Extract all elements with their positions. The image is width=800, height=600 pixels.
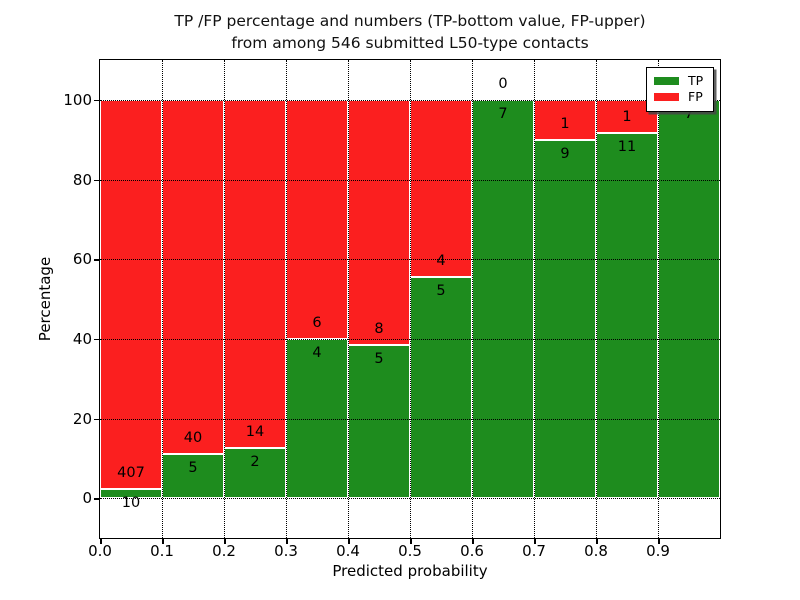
bar-segment-tp — [596, 132, 658, 499]
x-axis-label: Predicted probability — [332, 562, 488, 580]
bar-count-label-fp: 0 — [498, 75, 508, 92]
x-tick-mark — [100, 539, 102, 544]
bar-segment-tp — [100, 488, 162, 499]
chart-title: TP /FP percentage and numbers (TP-bottom… — [100, 10, 720, 54]
legend-label-fp: FP — [688, 89, 703, 104]
bar-count-label-tp: 5 — [188, 459, 198, 476]
bar-segment-tp — [224, 448, 286, 499]
bar-count-label-fp: 40 — [183, 429, 203, 446]
bar-count-label-fp: 14 — [245, 424, 265, 441]
x-tick-mark — [534, 539, 536, 544]
bar-count-label-tp: 5 — [436, 282, 446, 299]
y-tick-mark — [94, 259, 99, 261]
x-tick-mark — [472, 539, 474, 544]
x-tick-label: 0.1 — [150, 542, 174, 560]
bar-segment-fp — [286, 99, 348, 339]
bar-count-label-fp: 8 — [374, 320, 384, 337]
bar-count-label-tp: 4 — [312, 344, 322, 361]
x-tick-label: 0.4 — [336, 542, 360, 560]
y-tick-mark — [94, 179, 99, 181]
bar-segment-tp — [286, 338, 348, 499]
y-tick-label: 100 — [63, 90, 92, 109]
bars-layer — [100, 60, 720, 538]
bar-count-label-tp: 11 — [617, 138, 637, 155]
chart-title-line2: from among 546 submitted L50-type contac… — [231, 34, 589, 52]
x-tick-label: 0.9 — [646, 542, 670, 560]
bar-segment-fp — [162, 99, 224, 454]
x-tick-label: 0.0 — [88, 542, 112, 560]
x-tick-label: 0.2 — [212, 542, 236, 560]
bar-count-label-tp: 2 — [250, 454, 260, 471]
y-axis-label: Percentage — [36, 256, 54, 342]
x-tick-label: 0.8 — [584, 542, 608, 560]
bar-segment-fp — [100, 99, 162, 489]
x-tick-mark — [224, 539, 226, 544]
chart-title-line1: TP /FP percentage and numbers (TP-bottom… — [174, 12, 646, 30]
bar-count-label-fp: 6 — [312, 314, 322, 331]
y-tick-mark — [94, 338, 99, 341]
y-tick-mark — [94, 418, 99, 420]
x-tick-mark — [286, 539, 288, 544]
plot-area: 40710405142648545071911107 — [99, 59, 721, 539]
x-tick-label: 0.7 — [522, 542, 546, 560]
bar-segment-tp — [534, 139, 596, 499]
y-tick-label: 0 — [82, 489, 92, 508]
legend-swatch-tp — [654, 77, 679, 85]
bar-count-label-fp: 1 — [560, 115, 570, 132]
x-tick-mark — [348, 539, 350, 544]
x-tick-label: 0.5 — [398, 542, 422, 560]
bar-segment-fp — [410, 99, 472, 277]
y-tick-mark — [94, 99, 99, 102]
bar-count-label-tp: 7 — [684, 105, 694, 122]
bar-segment-fp — [348, 99, 410, 345]
x-tick-label: 0.3 — [274, 542, 298, 560]
x-tick-mark — [410, 539, 412, 544]
y-tick-label: 80 — [72, 170, 92, 189]
y-tick-label: 60 — [72, 250, 92, 269]
x-tick-mark — [162, 539, 164, 544]
bar-count-label-tp: 5 — [374, 350, 384, 367]
legend-label-tp: TP — [688, 73, 704, 88]
bar-count-label-fp: 1 — [622, 108, 632, 125]
legend-swatch-fp — [654, 93, 679, 101]
bar-labels-layer: 40710405142648545071911107 — [100, 60, 720, 538]
x-tick-label: 0.6 — [460, 542, 484, 560]
y-tick-label: 40 — [72, 329, 92, 348]
x-tick-mark — [658, 539, 660, 544]
legend-item-fp: FP — [654, 89, 713, 105]
bar-segment-tp — [658, 99, 720, 499]
bar-segment-tp — [348, 344, 410, 499]
y-tick-mark — [94, 498, 99, 500]
x-tick-mark — [596, 539, 598, 544]
bar-count-label-fp: 407 — [117, 464, 145, 481]
legend: TP FP — [646, 67, 714, 112]
y-tick-label: 20 — [72, 409, 92, 428]
legend-item-tp: TP — [654, 73, 713, 89]
bar-count-label-tp: 7 — [498, 105, 508, 122]
bar-count-label-fp: 4 — [436, 252, 446, 269]
bar-count-label-tp: 9 — [560, 145, 570, 162]
bar-count-label-tp: 10 — [121, 494, 141, 511]
